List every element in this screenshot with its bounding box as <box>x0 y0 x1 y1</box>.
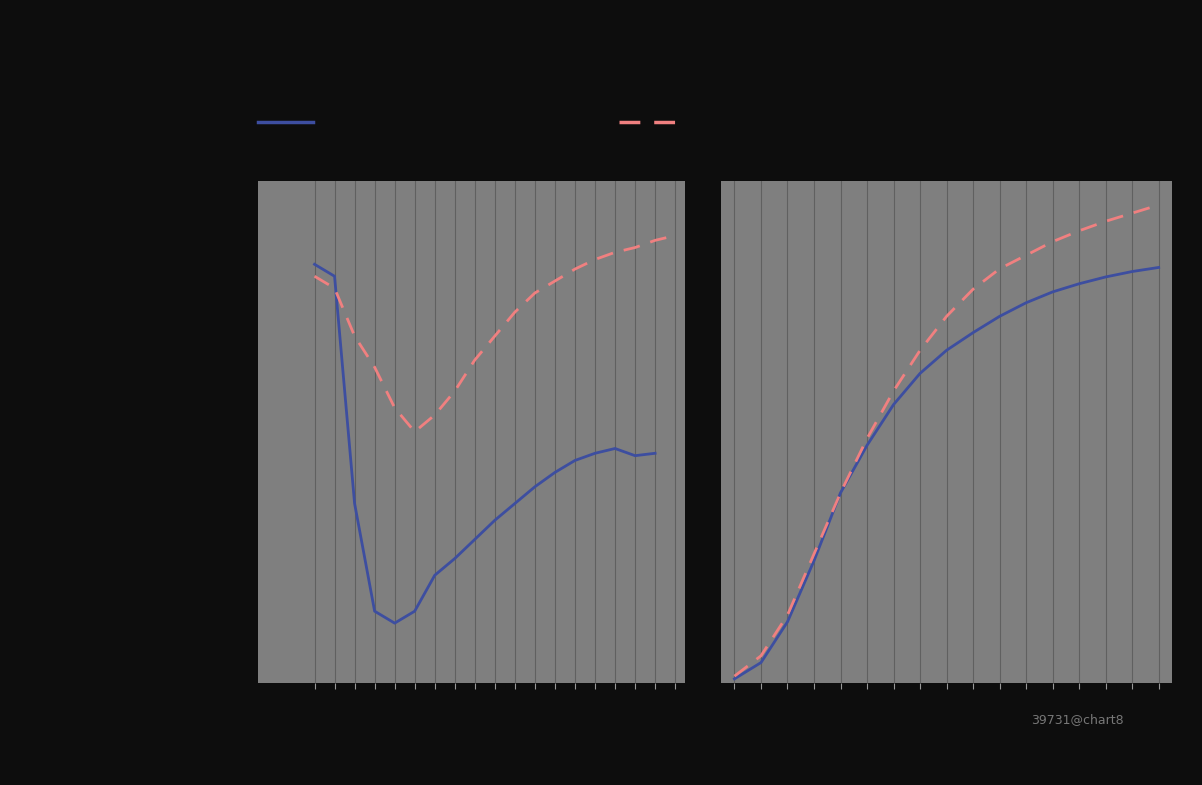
Text: 39731@chart8: 39731@chart8 <box>1031 713 1124 726</box>
